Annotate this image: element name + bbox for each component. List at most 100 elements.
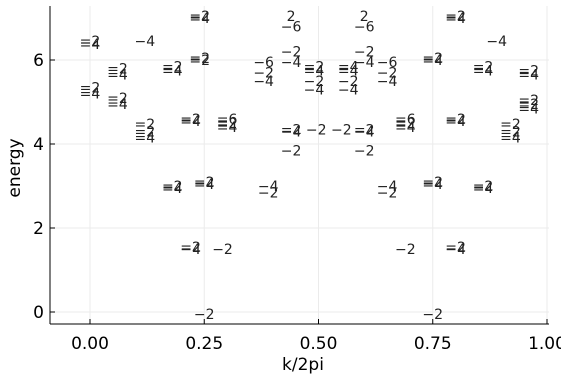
data-point-20: =2 xyxy=(180,112,201,128)
data-point-16: =2 xyxy=(189,9,210,25)
x-tick-label-4: 1.00 xyxy=(528,334,561,354)
data-point-58: −4 xyxy=(354,124,375,140)
data-point-23: =4 xyxy=(194,177,215,193)
data-point-46: −4 xyxy=(304,82,325,98)
data-point-73: −2 xyxy=(422,307,443,323)
data-point-56: −4 xyxy=(354,55,375,71)
data-point-50: =4 xyxy=(338,64,359,80)
data-point-3: =4 xyxy=(80,87,101,103)
data-point-37: −6 xyxy=(281,19,302,35)
y-tick-label-2: 4 xyxy=(33,135,44,155)
data-point-68: −2 xyxy=(395,242,416,258)
data-point-41: −4 xyxy=(281,124,302,140)
grid xyxy=(50,6,549,324)
data-point-59: −2 xyxy=(354,143,375,159)
data-point-83: =4 xyxy=(473,181,494,197)
data-point-30: =4 xyxy=(217,120,238,136)
data-point-19: =2 xyxy=(189,53,210,69)
data-point-62: −4 xyxy=(377,74,398,90)
data-point-63: −4 xyxy=(377,179,398,195)
data-point-13: =4 xyxy=(162,64,183,80)
data-point-1: =4 xyxy=(80,37,101,53)
data-point-48: −2 xyxy=(331,122,352,138)
data-point-81: =4 xyxy=(473,64,494,80)
data-point-33: −6 xyxy=(253,55,274,71)
data-point-65: =6 xyxy=(395,112,416,128)
data-point-24: =2 xyxy=(180,240,201,256)
data-point-74: =2 xyxy=(445,9,466,25)
data-point-54: −6 xyxy=(354,19,375,35)
data-point-79: −4 xyxy=(445,242,466,258)
data-point-60: −6 xyxy=(377,55,398,71)
data-point-64: −2 xyxy=(377,185,398,201)
data-point-21: =4 xyxy=(180,114,201,130)
data-point-39: −4 xyxy=(281,55,302,71)
x-tick-label-0: 0.00 xyxy=(71,334,109,354)
data-point-42: −2 xyxy=(281,143,302,159)
data-point-27: −2 xyxy=(194,307,215,323)
data-point-61: −2 xyxy=(377,66,398,82)
data-points: =2=4=2=4=2=4=2=4−4=2=2=4=2=4=2=4=2=4=2=2… xyxy=(80,9,539,323)
data-point-11: =4 xyxy=(135,131,156,147)
data-point-69: =2 xyxy=(422,51,443,67)
data-point-4: =2 xyxy=(107,61,128,77)
data-point-53: 2 xyxy=(360,9,369,25)
data-point-77: =4 xyxy=(445,114,466,130)
data-point-49: =4 xyxy=(338,59,359,75)
data-point-9: =2 xyxy=(135,117,156,133)
x-tick-labels: 0.00 0.25 0.50 0.75 1.00 xyxy=(71,334,561,354)
data-point-87: =4 xyxy=(500,131,521,147)
data-point-80: =2 xyxy=(473,59,494,75)
data-point-0: =2 xyxy=(80,34,101,50)
y-tick-label-0: 0 xyxy=(33,303,44,323)
y-axis-label: energy xyxy=(5,138,25,197)
y-tick-label-3: 6 xyxy=(33,51,44,71)
data-point-72: =4 xyxy=(422,177,443,193)
data-point-18: =2 xyxy=(189,51,210,67)
data-point-55: −2 xyxy=(354,45,375,61)
data-point-92: =4 xyxy=(518,101,539,117)
data-point-85: =2 xyxy=(500,117,521,133)
data-point-25: −4 xyxy=(180,242,201,258)
data-point-14: =2 xyxy=(162,179,183,195)
data-point-45: −2 xyxy=(304,74,325,90)
x-tick-label-1: 0.25 xyxy=(185,334,223,354)
data-point-78: =2 xyxy=(445,240,466,256)
data-point-40: =2 xyxy=(281,122,302,138)
data-point-76: =2 xyxy=(445,112,466,128)
data-point-88: =2 xyxy=(518,64,539,80)
y-tick-label-1: 2 xyxy=(33,219,44,239)
data-point-38: −2 xyxy=(281,45,302,61)
data-point-52: −4 xyxy=(338,82,359,98)
data-point-43: =2 xyxy=(304,59,325,75)
data-point-10: =2 xyxy=(135,124,156,140)
data-point-8: −4 xyxy=(135,34,156,50)
data-point-28: =6 xyxy=(217,112,238,128)
data-point-86: =2 xyxy=(500,124,521,140)
data-point-6: =2 xyxy=(107,91,128,107)
axes xyxy=(49,6,549,325)
data-point-84: −4 xyxy=(486,34,507,50)
data-point-71: =2 xyxy=(422,175,443,191)
x-tick-label-3: 0.75 xyxy=(414,334,452,354)
data-point-35: −4 xyxy=(253,74,274,90)
data-point-29: =2 xyxy=(217,116,238,132)
data-point-67: =4 xyxy=(395,120,416,136)
data-point-32: −2 xyxy=(258,185,279,201)
data-point-36: 2 xyxy=(287,9,296,25)
data-point-7: =4 xyxy=(107,97,128,113)
x-axis-label: k/2pi xyxy=(282,355,324,375)
data-point-89: =4 xyxy=(518,68,539,84)
data-point-66: =2 xyxy=(395,116,416,132)
data-point-70: =4 xyxy=(422,53,443,69)
x-tick-label-2: 0.50 xyxy=(300,334,338,354)
data-point-34: −2 xyxy=(253,66,274,82)
data-point-5: =4 xyxy=(107,68,128,84)
data-point-26: −2 xyxy=(212,242,233,258)
data-point-57: =2 xyxy=(354,122,375,138)
data-point-31: −4 xyxy=(258,179,279,195)
data-point-12: =2 xyxy=(162,59,183,75)
data-point-44: =4 xyxy=(304,64,325,80)
data-point-90: =2 xyxy=(518,93,539,109)
